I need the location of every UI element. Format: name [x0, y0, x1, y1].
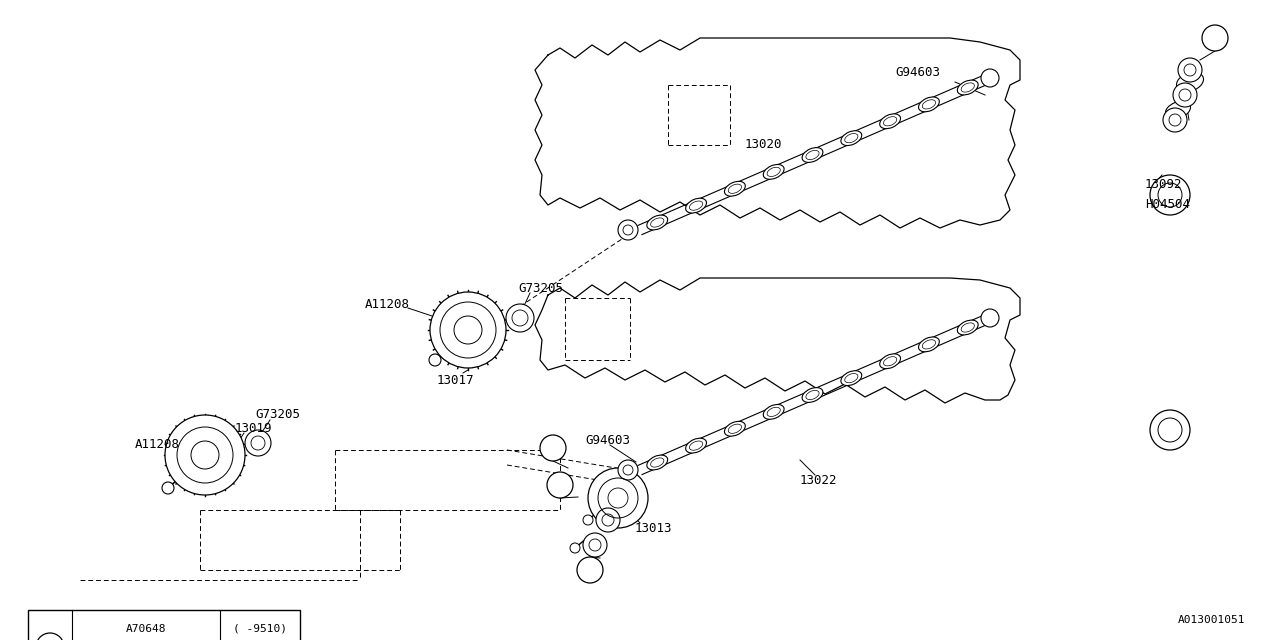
Circle shape	[429, 354, 442, 366]
Ellipse shape	[1176, 72, 1203, 92]
Text: 13020: 13020	[745, 138, 782, 152]
Circle shape	[588, 468, 648, 528]
Text: 2: 2	[1211, 31, 1219, 45]
Ellipse shape	[919, 97, 940, 112]
Text: G73205: G73205	[255, 408, 300, 422]
Text: H04504: H04504	[1146, 198, 1190, 211]
Ellipse shape	[841, 371, 861, 385]
Text: A70648: A70648	[125, 623, 166, 634]
Circle shape	[1178, 58, 1202, 82]
Ellipse shape	[646, 455, 668, 470]
Ellipse shape	[803, 388, 823, 403]
Circle shape	[547, 472, 573, 498]
Circle shape	[980, 69, 998, 87]
Ellipse shape	[803, 148, 823, 163]
Circle shape	[163, 482, 174, 494]
Ellipse shape	[763, 404, 785, 419]
Text: 1: 1	[586, 563, 594, 577]
Ellipse shape	[957, 320, 978, 335]
Circle shape	[618, 460, 637, 480]
Circle shape	[1172, 83, 1197, 107]
Circle shape	[596, 508, 620, 532]
Circle shape	[570, 543, 580, 553]
Circle shape	[244, 430, 271, 456]
Text: 13013: 13013	[635, 522, 672, 534]
Ellipse shape	[1166, 101, 1190, 119]
Ellipse shape	[763, 164, 785, 179]
Text: A11208: A11208	[365, 298, 410, 312]
Text: 13092: 13092	[1146, 179, 1183, 191]
Text: 13022: 13022	[800, 474, 837, 486]
Circle shape	[1164, 108, 1187, 132]
Ellipse shape	[724, 181, 745, 196]
Text: A11208: A11208	[134, 438, 180, 451]
Text: G73205: G73205	[518, 282, 563, 294]
Circle shape	[430, 292, 506, 368]
Circle shape	[582, 533, 607, 557]
Ellipse shape	[957, 80, 978, 95]
Text: G94603: G94603	[895, 65, 940, 79]
Ellipse shape	[841, 131, 861, 145]
Circle shape	[582, 515, 593, 525]
Ellipse shape	[879, 114, 901, 129]
Circle shape	[980, 309, 998, 327]
Text: A013001051: A013001051	[1178, 615, 1245, 625]
Ellipse shape	[686, 198, 707, 213]
Text: 3: 3	[549, 442, 557, 454]
Text: 13019: 13019	[236, 422, 273, 435]
Circle shape	[165, 415, 244, 495]
Text: G94603: G94603	[585, 433, 630, 447]
Circle shape	[540, 435, 566, 461]
Circle shape	[618, 220, 637, 240]
Text: 1: 1	[557, 479, 563, 492]
Text: ( -9510): ( -9510)	[233, 623, 287, 634]
Ellipse shape	[919, 337, 940, 352]
Circle shape	[1149, 410, 1190, 450]
Circle shape	[1202, 25, 1228, 51]
Ellipse shape	[879, 354, 901, 369]
Ellipse shape	[724, 421, 745, 436]
Circle shape	[506, 304, 534, 332]
Ellipse shape	[646, 215, 668, 230]
Circle shape	[577, 557, 603, 583]
Circle shape	[1149, 175, 1190, 215]
Bar	[28, 610, 300, 640]
Ellipse shape	[686, 438, 707, 453]
Text: 13017: 13017	[436, 374, 474, 387]
